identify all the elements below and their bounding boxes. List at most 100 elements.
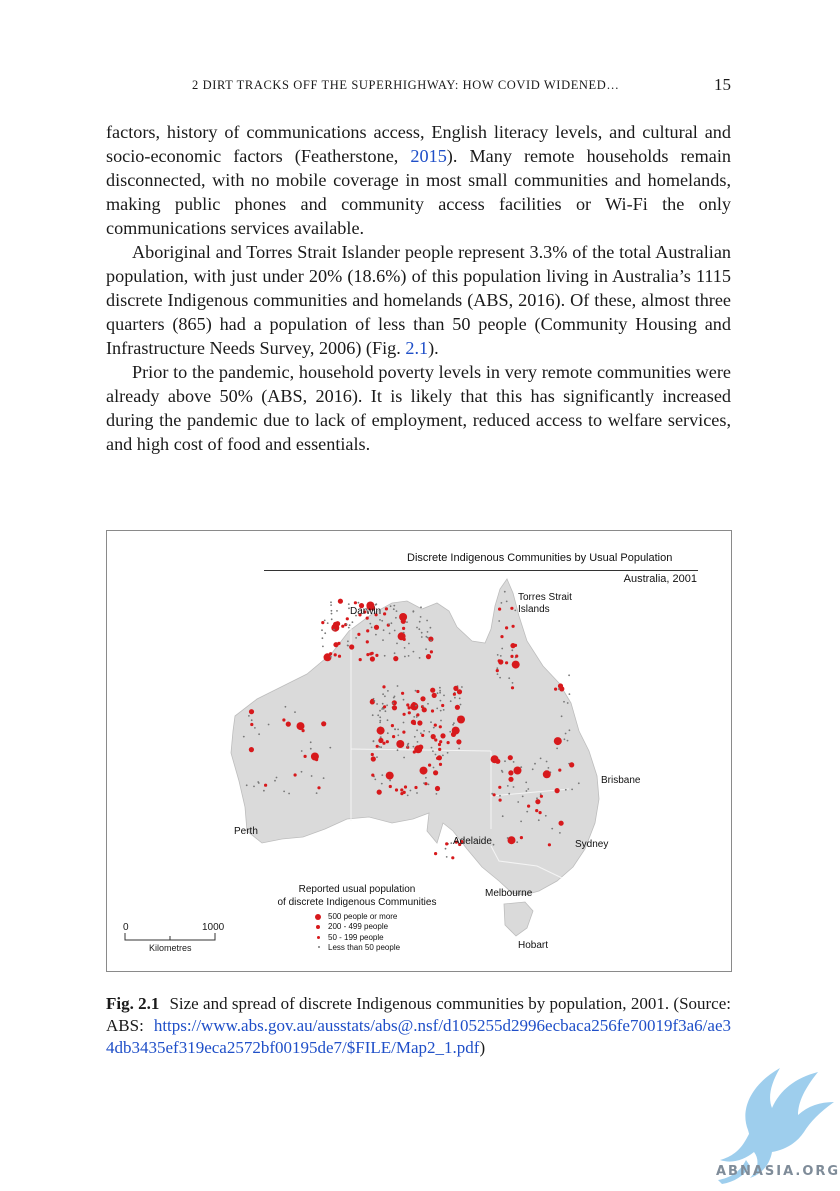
community-dot-medium [456,739,462,745]
community-dot-tiny [330,604,332,606]
community-dot-tiny [395,610,398,612]
australia-map [230,578,600,937]
community-dot-tiny [539,793,542,795]
community-dot-tiny [326,622,329,624]
community-dot-tiny [374,603,377,606]
community-dot-tiny [445,856,448,858]
community-dot-tiny [329,746,332,749]
community-dot-small [366,629,370,633]
community-dot-tiny [254,727,256,729]
community-dot-large [419,766,428,775]
community-dot-tiny [499,794,501,797]
community-dot-tiny [442,709,445,711]
community-dot-tiny [258,733,260,736]
community-dot-small [505,626,509,630]
legend-item-under-50: Less than 50 people [328,943,401,952]
community-dot-tiny [275,776,278,779]
community-dot-tiny [288,792,290,795]
community-dot-small [558,768,562,772]
community-dot-large [553,737,562,746]
community-dot-small [390,724,394,728]
community-dot-small [434,852,438,856]
community-dot-small [421,733,425,737]
community-dot-tiny [452,723,454,726]
community-dot-tiny [544,814,547,817]
community-dot-medium [569,762,575,768]
community-dot-small [412,721,416,726]
community-dot-small [539,794,543,798]
community-dot-small [438,747,442,751]
community-dot-small [375,653,379,657]
community-dot-tiny [392,702,394,705]
community-dot-tiny [382,639,384,641]
community-dot-small [497,659,501,663]
community-dot-tiny [390,622,393,625]
community-dot-large [410,702,419,711]
community-dot-small [357,632,361,636]
community-dot-large [366,601,375,610]
source-url-link[interactable]: https://www.abs.gov.au/ausstats/abs@.nsf… [106,1016,731,1057]
community-dot-tiny [402,721,405,724]
community-dot-tiny [395,616,397,619]
community-dot-small [401,691,405,695]
community-dot-medium [370,756,376,762]
scale-zero: 0 [123,922,129,933]
community-dot-tiny [376,756,378,758]
community-dot-small [375,744,379,748]
community-dot-small [403,785,408,789]
community-dot-small [341,624,345,628]
community-dot-tiny [321,629,323,632]
community-dot-medium [391,700,397,706]
community-dot-small [365,640,369,644]
community-dot-medium [434,785,441,792]
community-dot-small [500,635,504,639]
community-dot-medium [418,744,424,750]
community-dot-tiny [248,715,250,717]
community-dots [242,590,580,860]
community-dot-tiny [527,788,530,790]
community-dot-tiny [511,649,514,652]
community-dot-small [385,740,389,744]
community-dot-tiny [396,685,399,687]
community-dot-tiny [432,726,435,729]
community-dot-tiny [537,819,540,822]
community-dot-medium [453,685,459,691]
community-dot-tiny [436,692,439,695]
community-dot-tiny [380,746,382,749]
community-dot-tiny [347,603,350,605]
citation-link-2015[interactable]: 2015 [410,146,447,166]
city-label-darwin: Darwin [350,606,382,617]
figure-ref-link[interactable]: 2.1 [405,338,429,358]
community-dot-medium [417,720,423,726]
community-dot-tiny [526,810,529,813]
community-dot-medium [428,636,434,642]
community-dot-tiny [413,716,416,718]
city-label-adelaide: Adelaide [453,836,492,847]
community-dot-tiny [531,768,534,771]
community-dot-tiny [564,732,567,735]
running-header: 2 DIRT TRACKS OFF THE SUPERHIGHWAY: HOW … [106,75,731,97]
community-dot-tiny [404,655,406,658]
community-dot-tiny [309,747,312,750]
community-dot-medium [400,618,406,624]
community-dot-tiny [429,626,432,629]
community-dot-small [394,788,399,792]
community-dot-tiny [423,782,425,784]
community-dot-tiny [294,711,296,713]
community-dot-tiny [534,762,536,765]
community-dot-tiny [520,820,522,823]
community-dot-tiny [428,730,431,733]
community-dot-tiny [245,784,248,787]
legend-dot-large [315,914,321,920]
legend-dot-medium [316,925,320,929]
community-dot-small [445,842,449,846]
community-dot-medium [376,789,382,795]
community-dot-medium [373,624,380,630]
community-dot-tiny [412,610,415,613]
community-dot-tiny [384,695,386,698]
community-dot-medium [433,770,439,776]
community-dot-small [429,650,433,654]
community-dot-tiny [336,610,338,612]
community-dot-small [451,856,455,860]
community-dot-small [369,652,373,656]
